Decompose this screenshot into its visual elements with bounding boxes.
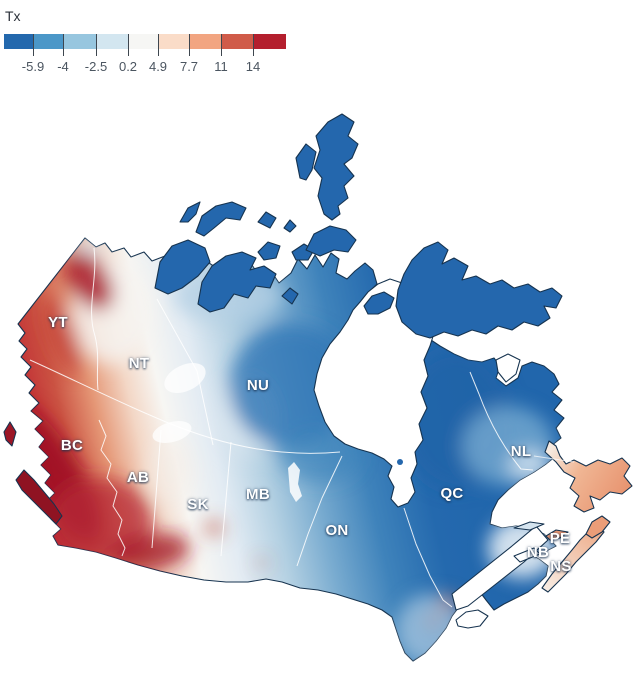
axel-heiberg-island bbox=[295, 143, 317, 181]
nl-label-leader-line bbox=[533, 455, 575, 463]
province-label-NS: NS bbox=[550, 558, 571, 575]
newfoundland-island bbox=[544, 440, 633, 513]
province-label-NL: NL bbox=[511, 443, 532, 460]
legend-color-segment bbox=[253, 34, 286, 49]
cornwallis-island bbox=[283, 219, 297, 233]
legend-tick-mark bbox=[96, 34, 97, 56]
great-slave-lake bbox=[152, 421, 192, 443]
legend-tick-mark bbox=[221, 34, 222, 56]
province-label-BC: BC bbox=[61, 437, 83, 454]
border-on-qc bbox=[403, 507, 453, 608]
southampton-island bbox=[363, 291, 395, 315]
legend-color-segment bbox=[63, 34, 96, 49]
ellesmere-island bbox=[313, 113, 359, 221]
cape-breton-island bbox=[585, 515, 611, 539]
legend-color-segment bbox=[96, 34, 128, 49]
melville-island bbox=[195, 201, 247, 237]
legend-color-segment bbox=[189, 34, 221, 49]
anticosti-island bbox=[513, 521, 545, 531]
legend-colorbar bbox=[4, 34, 286, 49]
border-bc-north bbox=[29, 359, 153, 417]
province-label-AB: AB bbox=[127, 469, 149, 486]
province-label-NU: NU bbox=[247, 377, 269, 394]
legend-tick-mark bbox=[158, 34, 159, 56]
lake-ontario bbox=[455, 609, 489, 629]
province-label-SK: SK bbox=[187, 496, 208, 513]
legend-tick-label: -5.9 bbox=[21, 59, 45, 74]
legend-bar-wrap: -5.9 -4 -2.5 0.2 4.9 7.7 11 14 bbox=[4, 34, 286, 82]
legend-color-segment bbox=[33, 34, 63, 49]
legend-tick-label: 7.7 bbox=[179, 59, 199, 74]
province-label-NT: NT bbox=[129, 355, 150, 372]
province-label-YT: YT bbox=[48, 314, 68, 331]
belcher-islands bbox=[397, 459, 403, 465]
map-legend: Tx -5.9 -4 -2.5 0.2 4.9 7.7 11 14 bbox=[4, 8, 286, 82]
border-qc-nl bbox=[469, 371, 534, 471]
vancouver-island bbox=[15, 469, 63, 525]
border-bc-ab bbox=[98, 419, 126, 557]
prince-edward-island bbox=[545, 529, 569, 541]
province-label-QC: QC bbox=[440, 485, 463, 502]
legend-tick-label: 14 bbox=[245, 59, 261, 74]
border-mb-on bbox=[296, 455, 343, 567]
bathurst-island bbox=[257, 211, 277, 229]
legend-tick-label: 0.2 bbox=[118, 59, 138, 74]
arctic-archipelago bbox=[154, 113, 563, 339]
legend-tick-mark bbox=[253, 34, 254, 56]
legend-tick-mark bbox=[63, 34, 64, 56]
legend-tick-mark bbox=[128, 34, 129, 56]
legend-color-segment bbox=[4, 34, 33, 49]
legend-tick-label: 4.9 bbox=[148, 59, 168, 74]
province-borders bbox=[29, 247, 575, 608]
legend-tick-label: -2.5 bbox=[84, 59, 108, 74]
great-bear-lake bbox=[164, 362, 206, 394]
legend-tick-label: -4 bbox=[57, 59, 69, 74]
prince-of-wales-island bbox=[257, 241, 281, 261]
province-label-MB: MB bbox=[246, 486, 270, 503]
province-label-PE: PE bbox=[550, 530, 571, 547]
banks-island bbox=[154, 239, 211, 295]
nova-scotia bbox=[541, 525, 605, 593]
legend-title: Tx bbox=[5, 8, 21, 24]
legend-tick-label: 11 bbox=[214, 59, 228, 74]
border-sk-mb bbox=[220, 441, 232, 557]
lake-winnipeg bbox=[288, 462, 302, 502]
border-yt-nt bbox=[91, 247, 99, 391]
king-william-island bbox=[281, 287, 299, 305]
border-nt-nu bbox=[156, 298, 214, 446]
ungava-bay bbox=[495, 353, 521, 383]
victoria-island bbox=[197, 251, 277, 313]
legend-color-segment bbox=[221, 34, 253, 49]
border-60th-parallel bbox=[151, 415, 341, 454]
devon-island bbox=[305, 225, 357, 257]
legend-tick-mark bbox=[189, 34, 190, 56]
haida-gwaii bbox=[3, 421, 17, 447]
legend-color-segment bbox=[128, 34, 158, 49]
baffin-island bbox=[395, 241, 563, 339]
province-label-ON: ON bbox=[325, 522, 348, 539]
interior-lakes bbox=[152, 362, 302, 502]
legend-tick-mark bbox=[33, 34, 34, 56]
legend-color-segment bbox=[158, 34, 189, 49]
province-label-NB: NB bbox=[527, 544, 549, 561]
border-ab-sk bbox=[151, 429, 162, 549]
chaleur-bay bbox=[513, 547, 541, 563]
prince-patrick-island bbox=[179, 201, 201, 223]
